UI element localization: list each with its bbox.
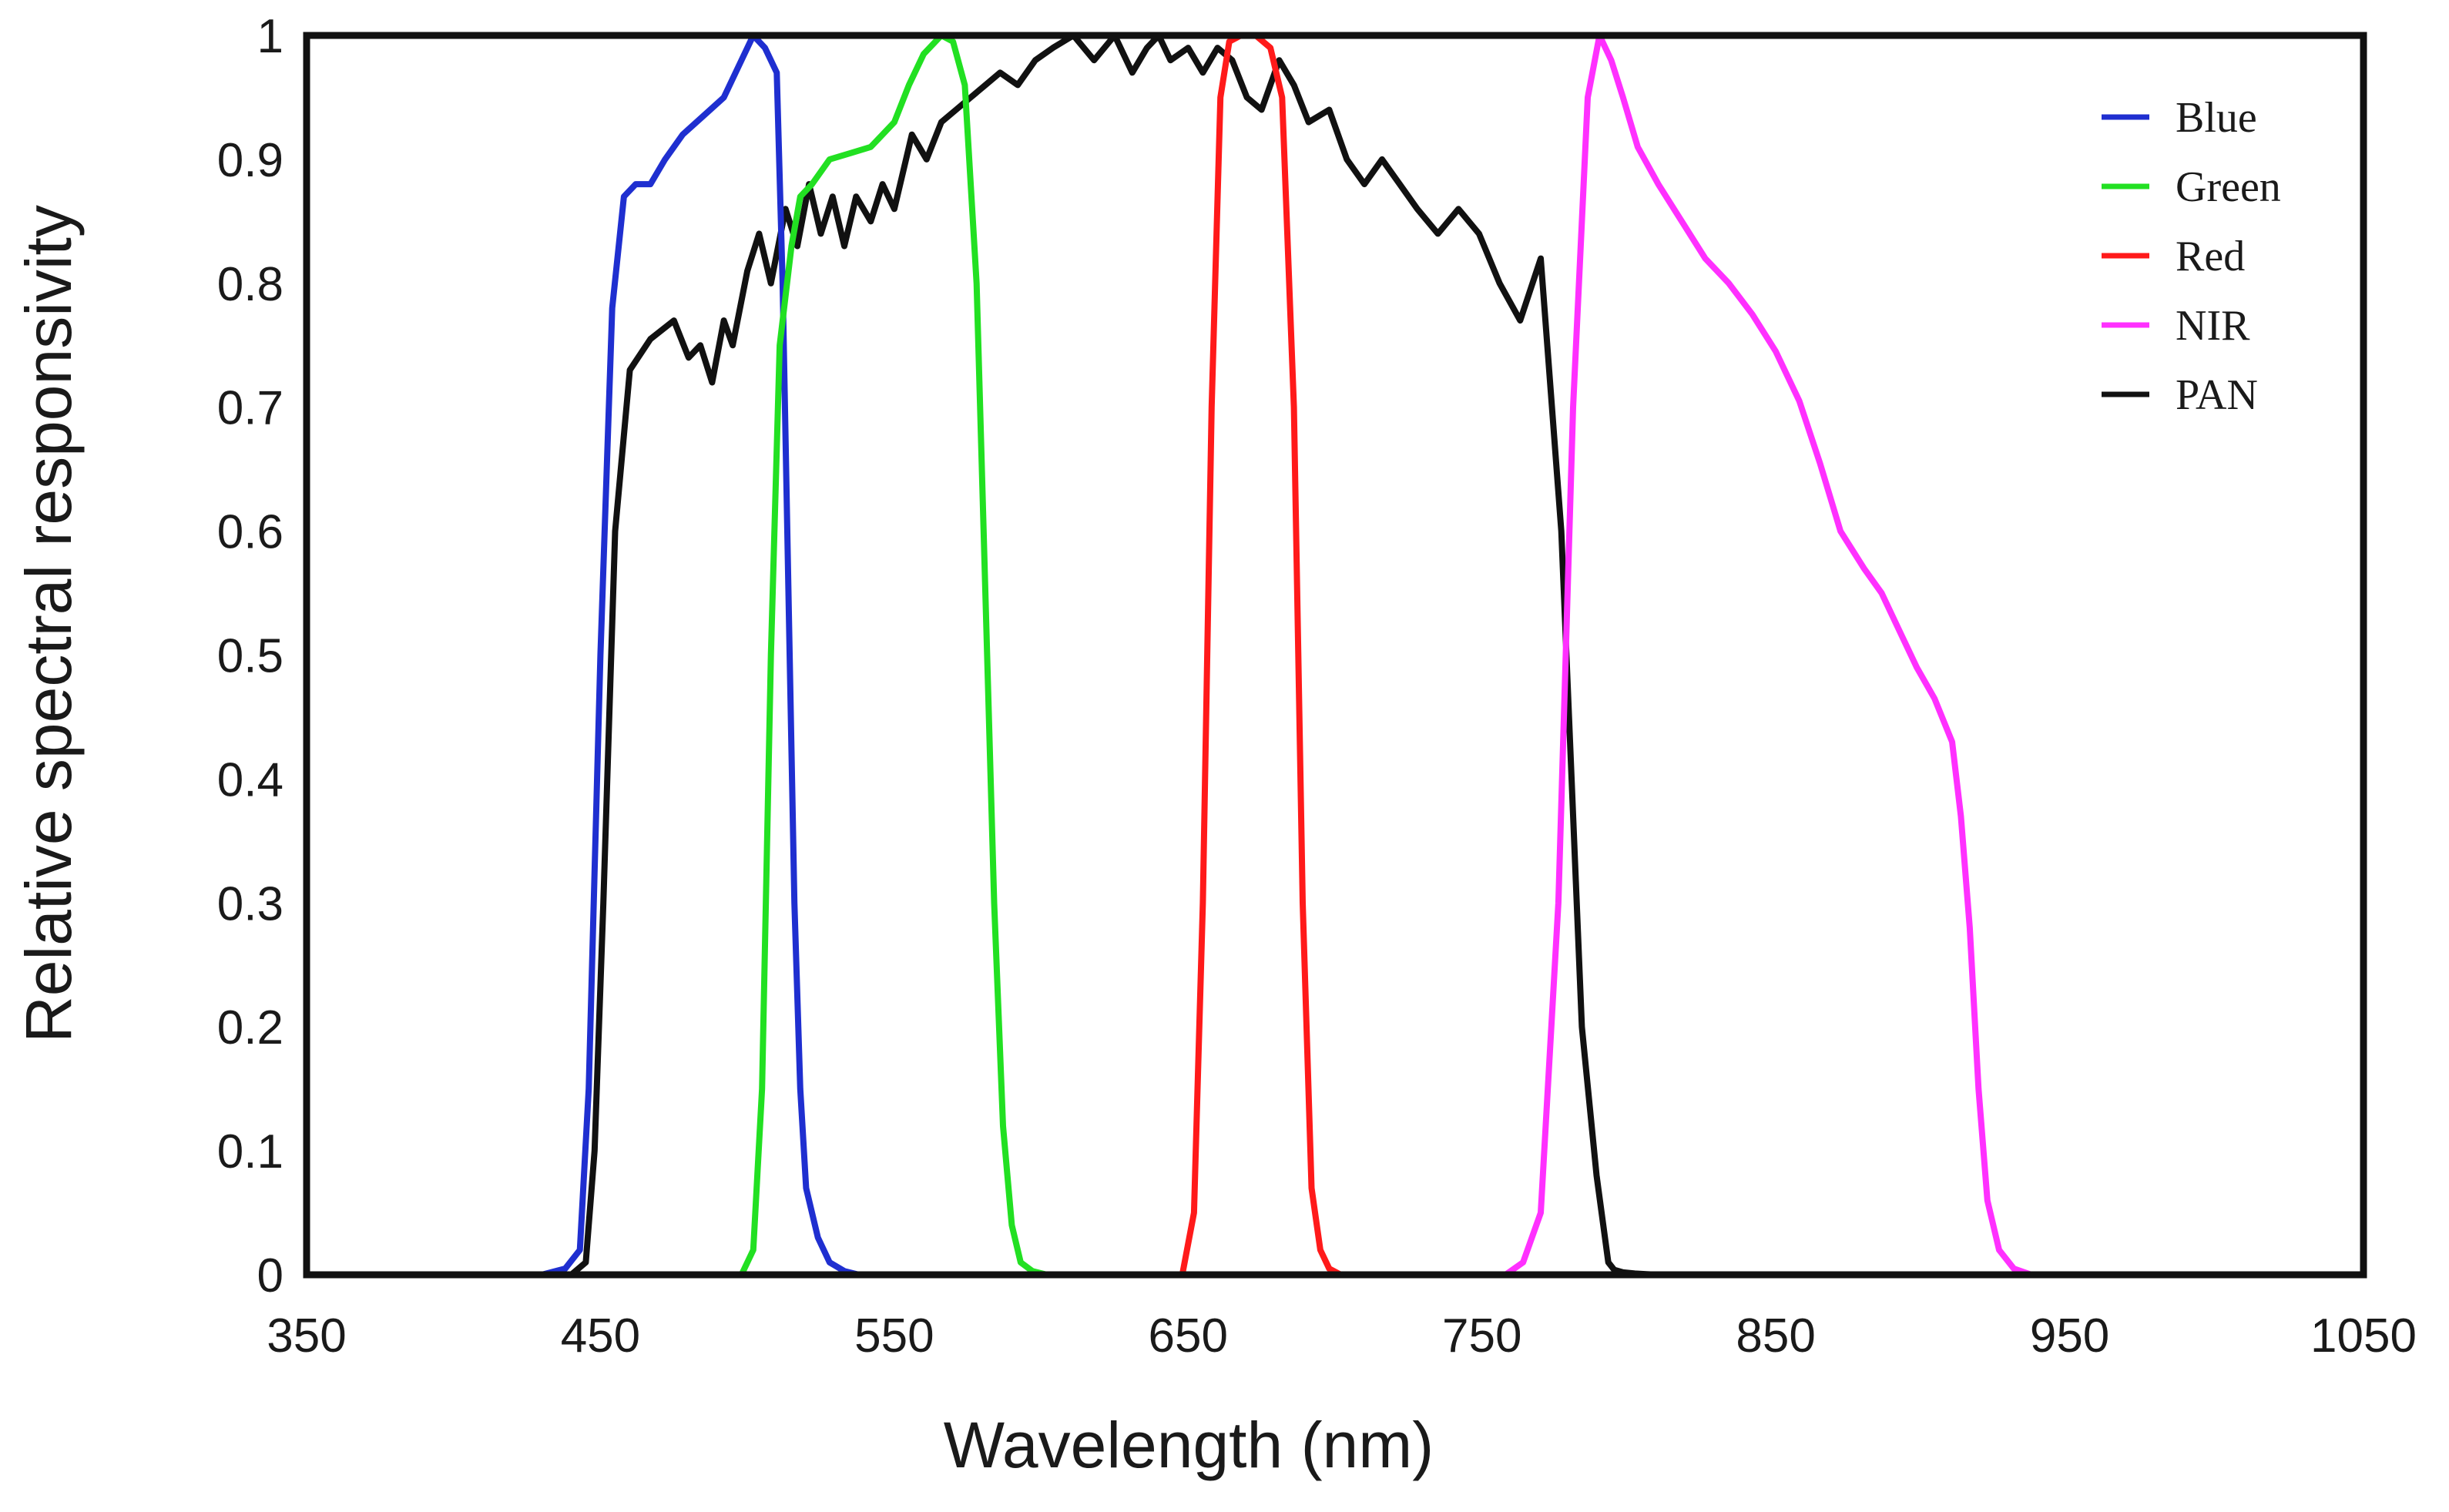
legend-label-nir: NIR: [2176, 302, 2250, 350]
x-tick-label: 1050: [2310, 1309, 2417, 1363]
y-tick-label: 0.1: [217, 1125, 283, 1178]
y-tick-label: 1: [257, 10, 283, 63]
series-line-green: [738, 32, 1051, 1278]
y-tick-label: 0.2: [217, 1001, 283, 1054]
legend: Blue Green Red NIR PAN: [2102, 94, 2281, 419]
legend-label-blue: Blue: [2176, 94, 2257, 142]
y-axis-title: Relative spectral responsivity: [12, 205, 85, 1043]
x-tick-label: 350: [267, 1309, 346, 1363]
x-tick-label: 950: [2030, 1309, 2109, 1363]
x-tick-label: 650: [1149, 1309, 1228, 1363]
axis-ticks: 350 450 550 650 750 850 950 1050 0 0.1 0.2 0.3 0.4 0.…: [217, 10, 2417, 1363]
x-tick-label: 750: [1442, 1309, 1521, 1363]
y-tick-label: 0: [257, 1249, 283, 1302]
y-tick-label: 0.3: [217, 877, 283, 930]
series-line-red: [1179, 32, 1344, 1278]
y-tick-label: 0.4: [217, 753, 283, 806]
legend-label-red: Red: [2176, 233, 2245, 280]
series-line-blue: [538, 32, 863, 1278]
legend-label-pan: PAN: [2176, 371, 2258, 419]
y-tick-label: 0.7: [217, 382, 283, 435]
y-tick-label: 0.6: [217, 506, 283, 559]
y-tick-label: 0.5: [217, 630, 283, 683]
legend-label-green: Green: [2176, 163, 2281, 211]
x-tick-label: 850: [1736, 1309, 1815, 1363]
plot-frame: [303, 32, 2367, 1279]
series-line-nir: [1502, 32, 2035, 1278]
x-tick-label: 450: [561, 1309, 640, 1363]
x-tick-label: 550: [854, 1309, 934, 1363]
y-tick-label: 0.9: [217, 134, 283, 187]
y-tick-label: 0.8: [217, 258, 283, 311]
x-axis-title: Wavelength (nm): [944, 1409, 1434, 1481]
